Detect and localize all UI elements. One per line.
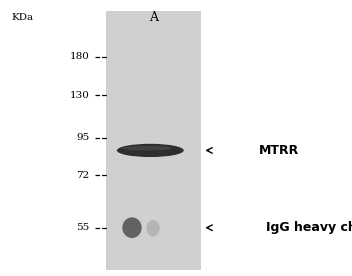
- Text: IgG heavy chain: IgG heavy chain: [266, 221, 352, 234]
- Text: KDa: KDa: [12, 14, 34, 22]
- Text: MTRR: MTRR: [259, 144, 299, 157]
- Text: A: A: [149, 11, 158, 25]
- Ellipse shape: [122, 217, 142, 238]
- Text: 95: 95: [76, 134, 90, 142]
- Text: 130: 130: [70, 91, 90, 100]
- Text: 180: 180: [70, 52, 90, 61]
- Ellipse shape: [146, 220, 160, 237]
- Ellipse shape: [122, 146, 172, 150]
- Text: 72: 72: [76, 171, 90, 180]
- Text: 55: 55: [76, 223, 90, 232]
- Ellipse shape: [117, 144, 184, 157]
- Bar: [106, 11, 201, 270]
